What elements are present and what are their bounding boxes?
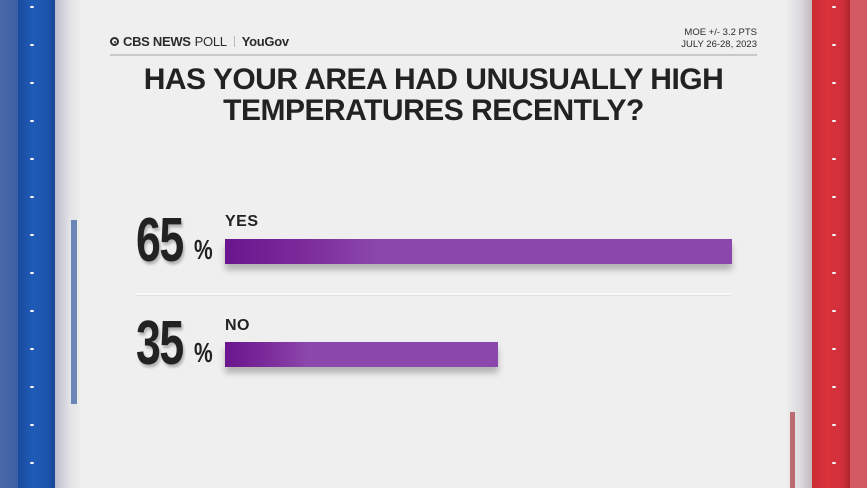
brand-logo: CBS NEWS POLL YouGov (110, 34, 289, 49)
response-label: YES (225, 213, 259, 230)
chart-title: HAS YOUR AREA HAD UNUSUALLY HIGH TEMPERA… (143, 63, 724, 127)
bar (225, 342, 498, 367)
rail-tick (832, 424, 836, 426)
rail-tick (30, 348, 34, 350)
rail-tick (30, 234, 34, 236)
margin-of-error: MOE +/- 3.2 PTS (684, 27, 757, 38)
right-shade (787, 0, 812, 488)
rail-tick (30, 6, 34, 8)
cbs-eye-icon (110, 37, 119, 46)
rail-tick (832, 44, 836, 46)
rail-tick (30, 462, 34, 464)
percent-sign: % (194, 234, 213, 265)
rail-tick (832, 462, 836, 464)
rail-tick (30, 424, 34, 426)
header-rule (110, 54, 757, 56)
brand-separator (233, 36, 235, 47)
rail-tick (30, 120, 34, 122)
right-accent-stripe (790, 412, 795, 488)
rail-tick (30, 310, 34, 312)
rail-tick (30, 196, 34, 198)
rail-tick (832, 6, 836, 8)
response-label: NO (225, 317, 250, 334)
rail-tick (832, 196, 836, 198)
left-outer-border (0, 0, 18, 488)
brand-primary: CBS NEWS (123, 34, 191, 49)
rail-tick (832, 272, 836, 274)
rail-tick (832, 386, 836, 388)
poll-dates: JULY 26-28, 2023 (681, 39, 757, 50)
rail-tick (832, 310, 836, 312)
percent-value: 65 (136, 206, 184, 275)
brand-secondary: POLL (194, 34, 227, 49)
rail-tick (832, 120, 836, 122)
left-accent-stripe (71, 220, 77, 404)
poll-meta: MOE +/- 3.2 PTS JULY 26-28, 2023 (681, 27, 757, 51)
rail-tick (30, 158, 34, 160)
rail-tick (30, 272, 34, 274)
partner-logo: YouGov (241, 34, 289, 49)
rail-tick (832, 158, 836, 160)
right-outer-border (850, 0, 867, 488)
row-divider (136, 293, 731, 296)
percent-sign: % (194, 337, 213, 368)
right-red-rail (812, 0, 850, 488)
bar (225, 239, 732, 264)
rail-tick (832, 82, 836, 84)
rail-tick (30, 82, 34, 84)
rail-tick (832, 348, 836, 350)
left-blue-rail (18, 0, 55, 488)
percent-value: 35 (136, 309, 184, 378)
rail-tick (30, 386, 34, 388)
rail-tick (832, 234, 836, 236)
rail-tick (30, 44, 34, 46)
